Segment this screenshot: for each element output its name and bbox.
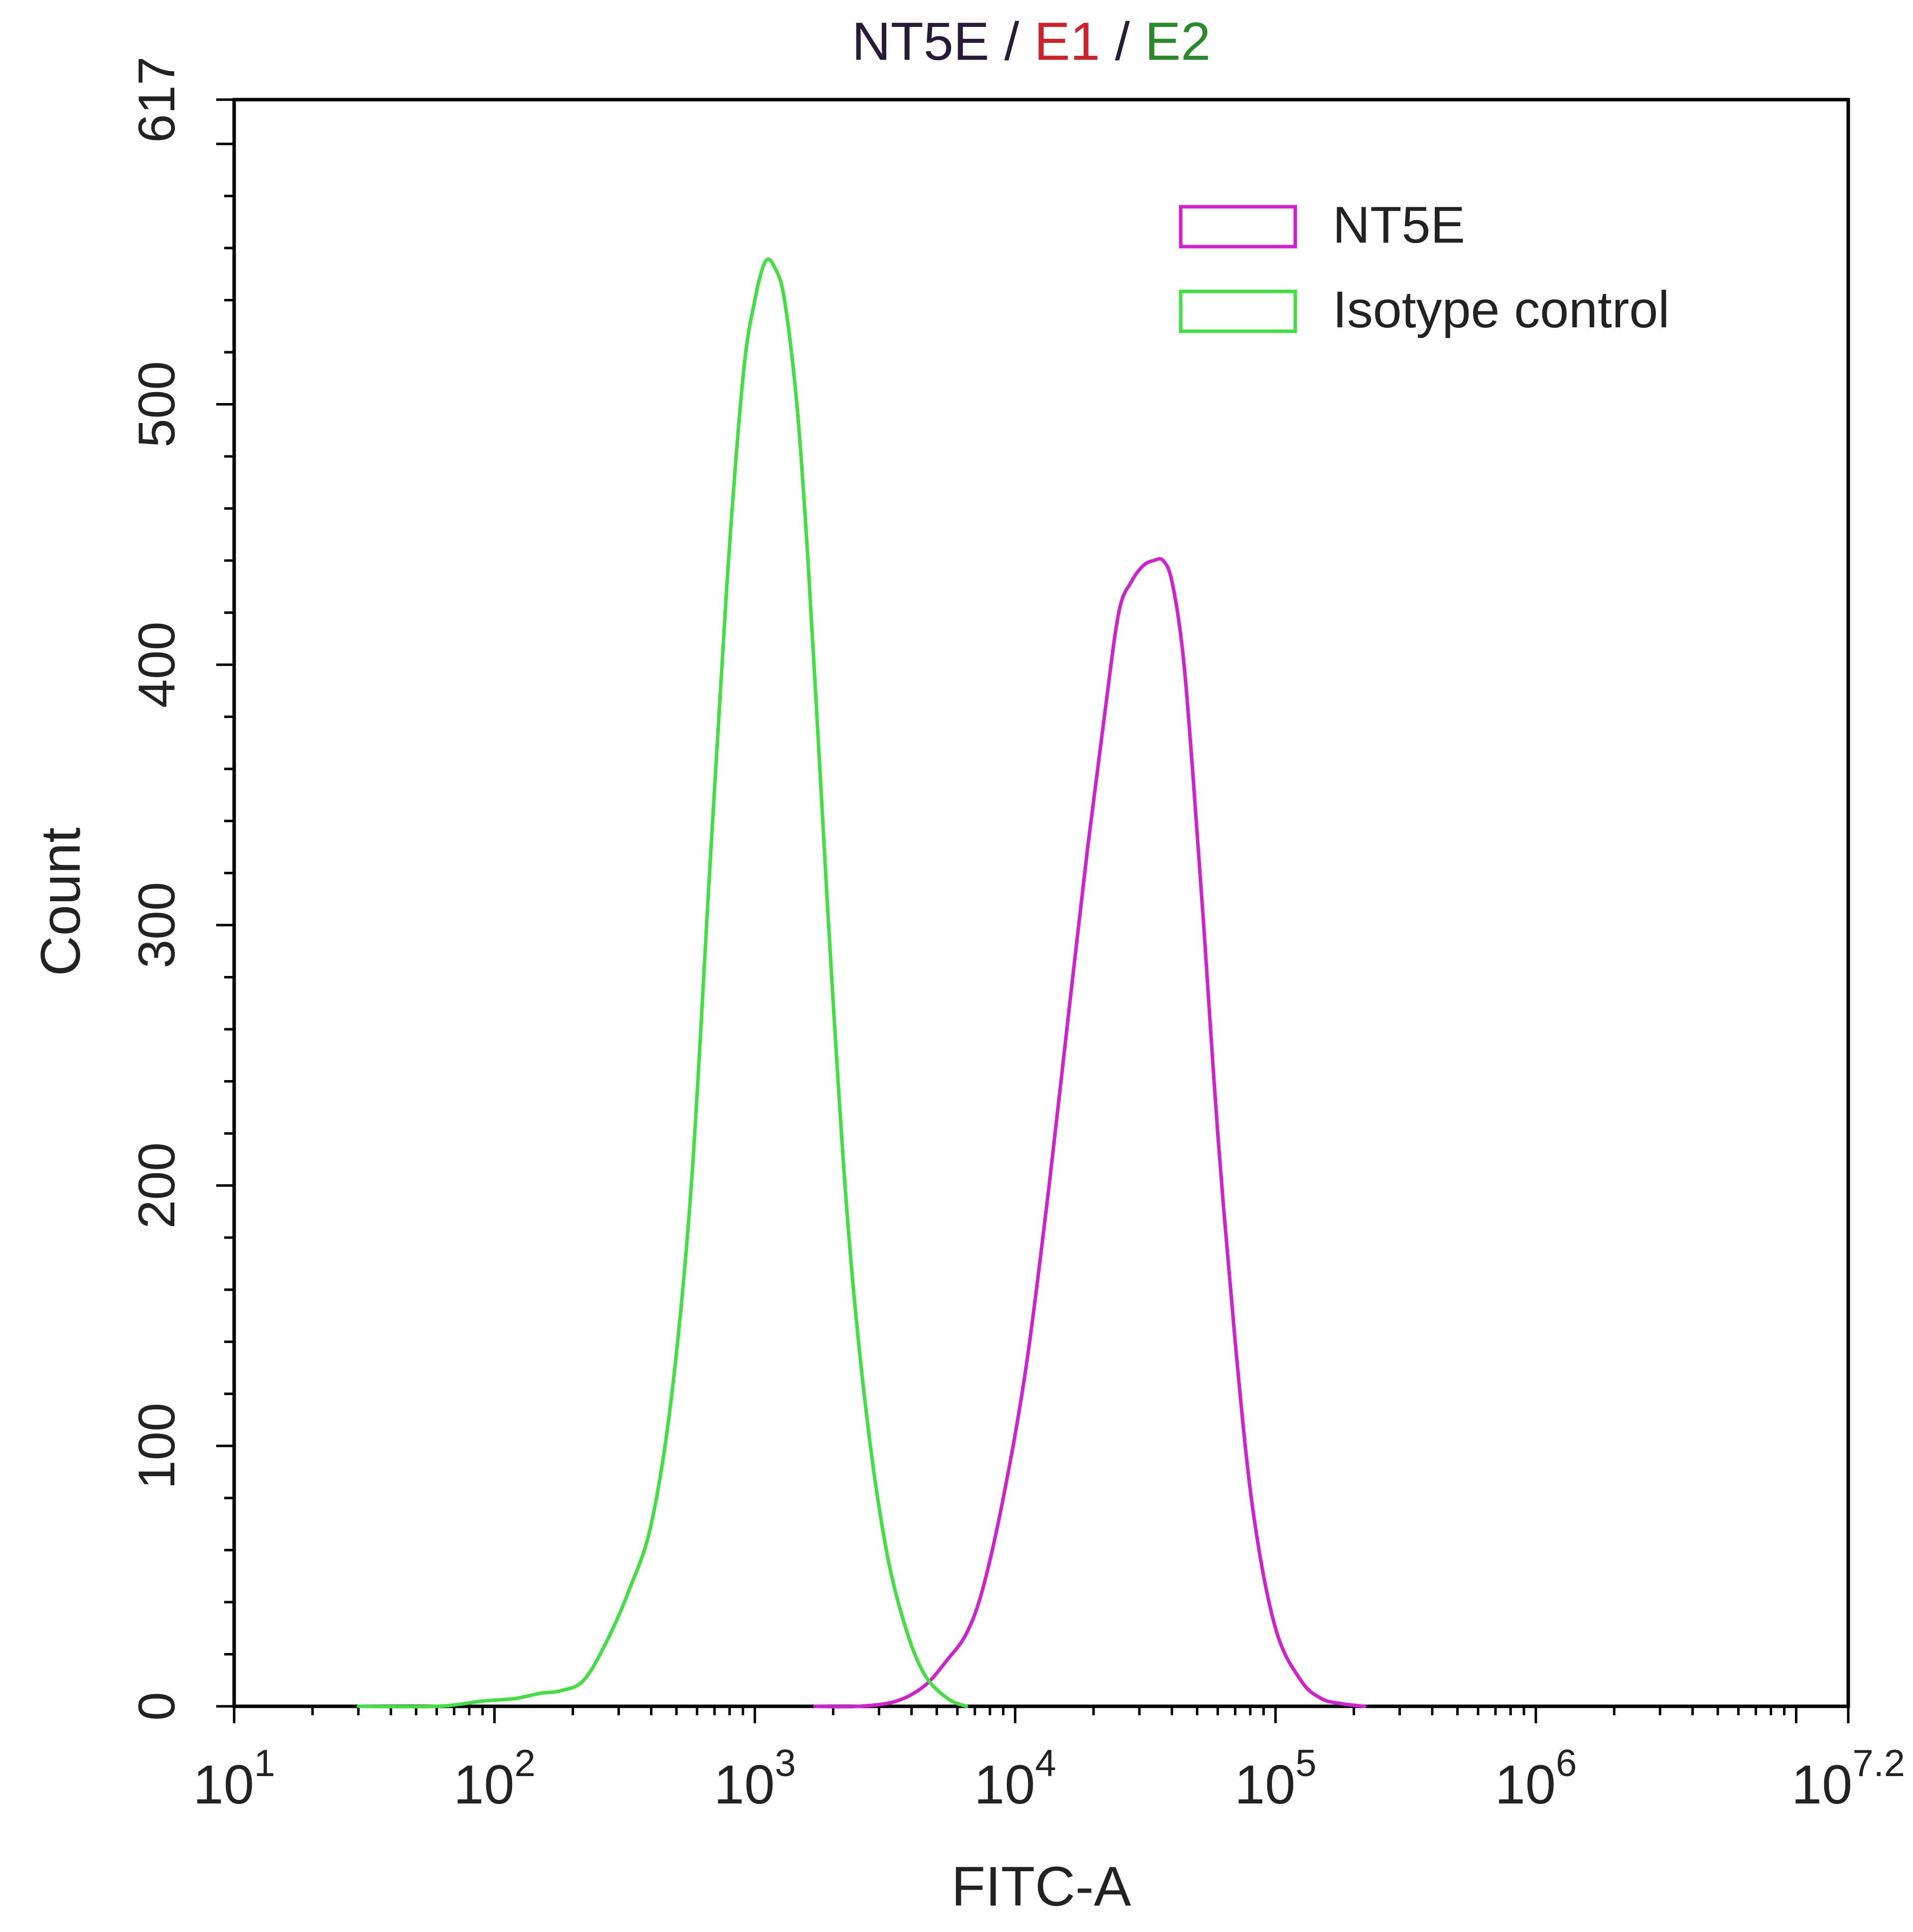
x-tick-label: 105 bbox=[1234, 1742, 1317, 1815]
y-tick-label: 0 bbox=[128, 1692, 186, 1721]
y-tick-label: 400 bbox=[128, 621, 186, 708]
x-axis-label: FITC-A bbox=[952, 1855, 1131, 1918]
y-axis: 0 100 200 300 400 500 617 bbox=[128, 56, 234, 1721]
title-part: / bbox=[1100, 11, 1145, 71]
title-part: E2 bbox=[1145, 11, 1211, 71]
title-part: E1 bbox=[1034, 11, 1100, 71]
legend-swatch bbox=[1179, 205, 1297, 249]
y-tick-label: 100 bbox=[128, 1403, 186, 1490]
x-tick-label: 102 bbox=[453, 1742, 536, 1815]
legend-swatch bbox=[1179, 289, 1297, 333]
y-tick-label: 617 bbox=[128, 56, 186, 143]
series-layer bbox=[356, 257, 1366, 1709]
y-tick-label: 300 bbox=[128, 882, 186, 968]
legend: NT5E Isotype control bbox=[1179, 196, 1669, 339]
legend-label: Isotype control bbox=[1333, 281, 1669, 339]
legend-label: NT5E bbox=[1333, 196, 1465, 254]
x-tick-label: 103 bbox=[714, 1742, 796, 1815]
chart-title: NT5E / E1 / E2 bbox=[852, 11, 1211, 71]
plot-frame bbox=[232, 98, 1850, 1708]
x-tick-label: 104 bbox=[974, 1742, 1056, 1815]
x-tick-label: 107.2 bbox=[1791, 1742, 1905, 1815]
title-part: NT5E bbox=[852, 11, 989, 71]
x-axis: 101 102 103 104 105 106 107.2 bbox=[193, 1706, 1905, 1815]
y-axis-label: Count bbox=[29, 828, 92, 976]
y-tick-label: 500 bbox=[128, 361, 186, 448]
series-line-isotype-control bbox=[356, 257, 968, 1709]
x-tick-label: 106 bbox=[1495, 1742, 1577, 1815]
y-tick-label: 200 bbox=[128, 1142, 186, 1229]
title-part: / bbox=[989, 11, 1034, 71]
x-tick-label: 101 bbox=[193, 1742, 275, 1815]
series-line-nt5e bbox=[813, 557, 1366, 1709]
